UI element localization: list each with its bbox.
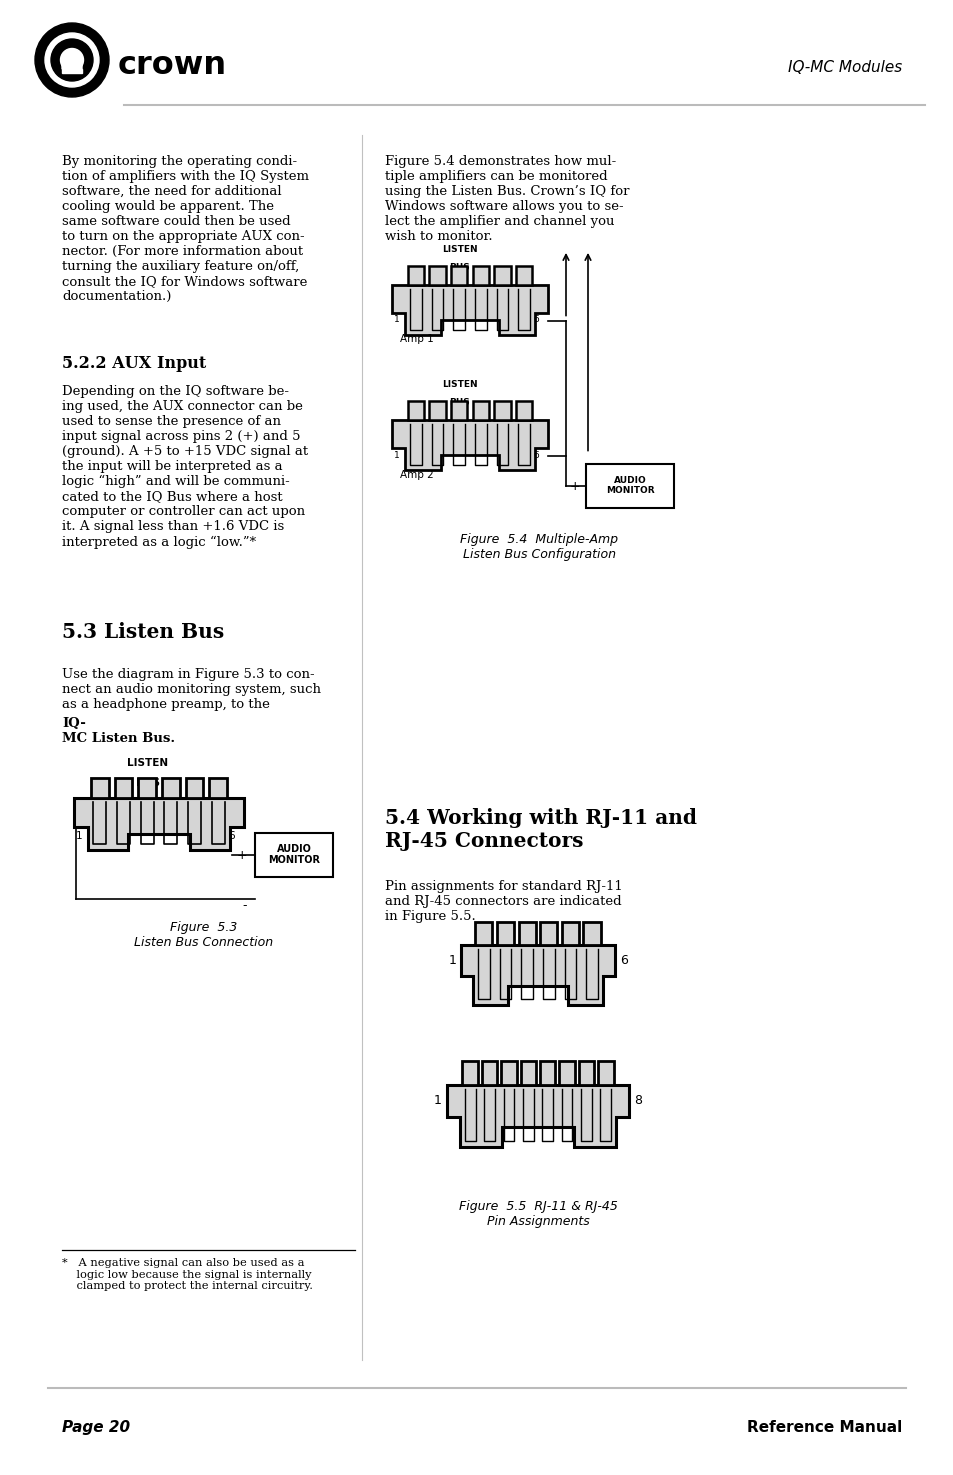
Bar <box>472 401 489 420</box>
Bar <box>583 922 600 945</box>
Text: 1: 1 <box>394 316 399 324</box>
Text: 6: 6 <box>538 423 545 434</box>
Text: Page 20: Page 20 <box>62 1420 130 1435</box>
Text: 1: 1 <box>394 423 400 434</box>
Polygon shape <box>73 798 244 850</box>
Bar <box>497 922 514 945</box>
Circle shape <box>35 24 109 97</box>
Bar <box>429 266 445 285</box>
Text: Figure 5.4 demonstrates how mul-
tiple amplifiers can be monitored
using the Lis: Figure 5.4 demonstrates how mul- tiple a… <box>385 155 629 243</box>
Bar <box>520 1062 536 1086</box>
Text: Reference Manual: Reference Manual <box>746 1420 901 1435</box>
Bar <box>138 779 156 798</box>
Text: 6: 6 <box>235 802 242 813</box>
Circle shape <box>51 38 92 81</box>
Bar <box>585 463 673 507</box>
Text: BUS: BUS <box>449 398 470 407</box>
Text: BUS: BUS <box>135 777 159 788</box>
Text: 5.4 Working with RJ-11 and
RJ-45 Connectors: 5.4 Working with RJ-11 and RJ-45 Connect… <box>385 808 697 851</box>
Polygon shape <box>62 60 82 69</box>
Text: 6: 6 <box>619 953 627 966</box>
Text: Figure  5.4  Multiple-Amp
Listen Bus Configuration: Figure 5.4 Multiple-Amp Listen Bus Confi… <box>460 532 618 560</box>
Text: 1: 1 <box>394 289 400 299</box>
Circle shape <box>60 49 84 71</box>
Bar <box>185 779 203 798</box>
Text: Figure  5.5  RJ-11 & RJ-45
Pin Assignments: Figure 5.5 RJ-11 & RJ-45 Pin Assignments <box>458 1201 617 1229</box>
Polygon shape <box>392 420 547 471</box>
Text: crown: crown <box>118 50 227 81</box>
Text: 5.3 Listen Bus: 5.3 Listen Bus <box>62 622 224 642</box>
Text: 1: 1 <box>434 1094 441 1108</box>
Bar <box>494 401 510 420</box>
Bar <box>539 922 557 945</box>
Text: 8: 8 <box>634 1094 641 1108</box>
Bar <box>254 832 333 876</box>
Text: 1: 1 <box>448 953 456 966</box>
Text: LISTEN: LISTEN <box>127 758 168 768</box>
Bar <box>494 266 510 285</box>
Bar <box>578 1062 594 1086</box>
Bar <box>209 779 227 798</box>
Text: LISTEN: LISTEN <box>441 245 476 254</box>
Bar <box>561 922 578 945</box>
Bar <box>462 1062 477 1086</box>
Text: AUDIO
MONITOR: AUDIO MONITOR <box>605 476 654 496</box>
Text: Amp 1: Amp 1 <box>399 335 434 345</box>
Bar <box>598 1062 613 1086</box>
Text: AUDIO
MONITOR: AUDIO MONITOR <box>268 844 319 866</box>
Text: Amp 2: Amp 2 <box>399 469 434 479</box>
Bar <box>558 1062 575 1086</box>
Text: -: - <box>242 898 247 912</box>
Text: Use the diagram in Figure 5.3 to con-
nect an audio monitoring system, such
as a: Use the diagram in Figure 5.3 to con- ne… <box>62 668 320 711</box>
Bar <box>114 779 132 798</box>
Bar <box>481 1062 497 1086</box>
Text: 1: 1 <box>75 830 82 841</box>
Polygon shape <box>62 69 82 72</box>
Bar <box>518 922 536 945</box>
Text: 1: 1 <box>394 450 399 460</box>
Polygon shape <box>392 285 547 335</box>
Text: IQ-MC Modules: IQ-MC Modules <box>787 60 901 75</box>
Text: LISTEN: LISTEN <box>441 381 476 389</box>
Text: 6: 6 <box>533 450 538 460</box>
Bar <box>91 779 109 798</box>
Text: 6: 6 <box>538 289 545 299</box>
Text: By monitoring the operating condi-
tion of amplifiers with the IQ System
softwar: By monitoring the operating condi- tion … <box>62 155 309 302</box>
Polygon shape <box>461 945 614 1004</box>
Text: Figure  5.3
Listen Bus Connection: Figure 5.3 Listen Bus Connection <box>133 920 273 948</box>
Bar <box>451 266 467 285</box>
Text: 6: 6 <box>228 830 234 841</box>
Bar <box>539 1062 555 1086</box>
Text: 1: 1 <box>75 802 83 813</box>
Circle shape <box>45 32 99 87</box>
Bar <box>451 401 467 420</box>
Bar <box>429 401 445 420</box>
Bar <box>472 266 489 285</box>
Polygon shape <box>446 1086 629 1148</box>
Bar <box>516 266 532 285</box>
Text: IQ-
MC Listen Bus.: IQ- MC Listen Bus. <box>62 717 175 745</box>
Text: Pin assignments for standard RJ-11
and RJ-45 connectors are indicated
in Figure : Pin assignments for standard RJ-11 and R… <box>385 881 622 923</box>
Bar <box>162 779 179 798</box>
Bar <box>407 401 424 420</box>
Text: +: + <box>236 848 247 861</box>
Text: Depending on the IQ software be-
ing used, the AUX connector can be
used to sens: Depending on the IQ software be- ing use… <box>62 385 308 549</box>
Text: 5.2.2 AUX Input: 5.2.2 AUX Input <box>62 355 206 372</box>
Text: 6: 6 <box>533 316 538 324</box>
Bar <box>475 922 492 945</box>
Text: +: + <box>569 479 579 493</box>
Bar <box>500 1062 517 1086</box>
Text: *   A negative signal can also be used as a
    logic low because the signal is : * A negative signal can also be used as … <box>62 1258 313 1291</box>
Text: BUS: BUS <box>449 263 470 271</box>
Bar <box>407 266 424 285</box>
Bar <box>516 401 532 420</box>
